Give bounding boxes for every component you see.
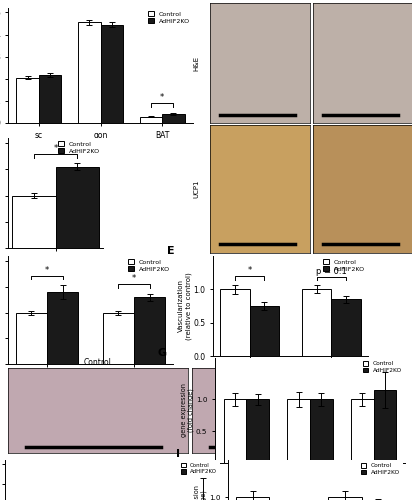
Bar bbox=[302, 290, 332, 356]
Bar bbox=[351, 400, 374, 463]
Text: UCP1: UCP1 bbox=[194, 180, 200, 198]
Title: AdHIF2KO: AdHIF2KO bbox=[344, 0, 382, 2]
Bar bbox=[140, 117, 162, 123]
Bar bbox=[56, 167, 99, 248]
Legend: Control, AdHIF2KO: Control, AdHIF2KO bbox=[148, 11, 190, 24]
Title: AdHIF2KO: AdHIF2KO bbox=[263, 358, 301, 367]
Text: H&E: H&E bbox=[194, 56, 200, 70]
Y-axis label: gene expression
(fold change): gene expression (fold change) bbox=[181, 384, 194, 438]
Title: Control: Control bbox=[84, 358, 112, 367]
Bar bbox=[16, 312, 47, 364]
Bar bbox=[103, 312, 134, 364]
Bar bbox=[78, 22, 101, 123]
Bar bbox=[101, 24, 123, 123]
Bar bbox=[236, 498, 269, 500]
Y-axis label: Vascularization
(relative to control): Vascularization (relative to control) bbox=[178, 272, 192, 340]
Bar bbox=[134, 297, 166, 364]
Text: I: I bbox=[176, 450, 180, 460]
Legend: Control, AdHIF2KO: Control, AdHIF2KO bbox=[58, 141, 100, 154]
Bar bbox=[224, 400, 246, 463]
Title: Control: Control bbox=[246, 0, 274, 2]
Text: E: E bbox=[166, 246, 174, 256]
Bar bbox=[39, 76, 61, 123]
Bar bbox=[332, 300, 361, 356]
Legend: Control, AdHIF2KO: Control, AdHIF2KO bbox=[128, 259, 170, 272]
Bar bbox=[250, 306, 279, 356]
Bar bbox=[220, 290, 250, 356]
Bar bbox=[162, 114, 185, 123]
Legend: Control, AdHIF2KO: Control, AdHIF2KO bbox=[361, 463, 400, 475]
Bar bbox=[47, 292, 78, 364]
Text: *: * bbox=[132, 274, 136, 283]
Legend: Control, AdHIF2KO: Control, AdHIF2KO bbox=[363, 361, 402, 373]
Text: *: * bbox=[54, 144, 58, 152]
Bar bbox=[374, 390, 396, 463]
Text: p = 0.1: p = 0.1 bbox=[316, 267, 347, 276]
Bar bbox=[328, 498, 362, 500]
Bar bbox=[310, 400, 333, 463]
Bar bbox=[16, 78, 39, 123]
Text: *: * bbox=[248, 266, 252, 275]
Bar bbox=[12, 196, 56, 248]
Legend: Control, AdHIF2KO: Control, AdHIF2KO bbox=[181, 463, 217, 474]
Bar bbox=[287, 400, 310, 463]
Legend: Control, AdHIF2KO: Control, AdHIF2KO bbox=[323, 259, 365, 272]
Text: *: * bbox=[45, 266, 49, 274]
Bar bbox=[246, 400, 269, 463]
Text: G: G bbox=[158, 348, 167, 358]
Text: *: * bbox=[160, 93, 164, 102]
Y-axis label: gene expression
(fold change): gene expression (fold change) bbox=[194, 486, 208, 500]
